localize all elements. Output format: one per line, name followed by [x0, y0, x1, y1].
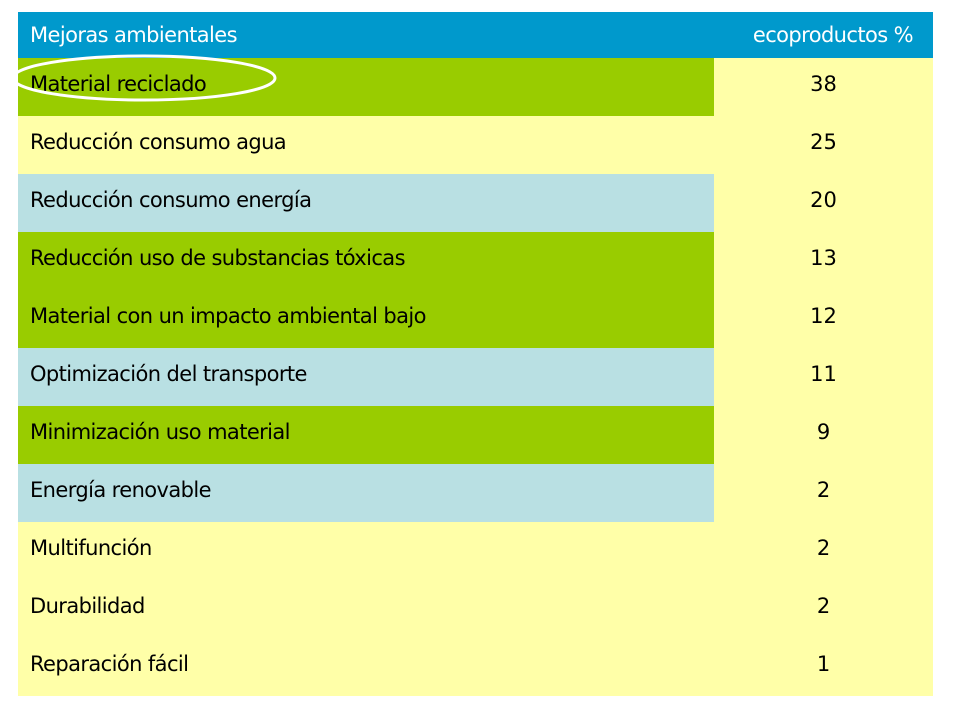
row-label-cell: Reparación fácil	[18, 638, 714, 696]
table-row: Multifunción 2	[18, 522, 933, 580]
table-row: Energía renovable 2	[18, 464, 933, 522]
row-value: 20	[810, 188, 837, 212]
table-row: Minimización uso material 9	[18, 406, 933, 464]
table-row: Reducción uso de substancias tóxicas 13	[18, 232, 933, 290]
row-label-cell: Reducción consumo agua	[18, 116, 714, 174]
row-value: 9	[816, 420, 831, 444]
row-value-cell: 9	[714, 406, 933, 464]
table-header: Mejoras ambientales ecoproductos %	[18, 12, 933, 58]
row-value-cell: 2	[714, 580, 933, 638]
row-label: Durabilidad	[30, 594, 145, 618]
table-row: Optimización del transporte 11	[18, 348, 933, 406]
row-value: 25	[810, 130, 837, 154]
row-label: Reparación fácil	[30, 652, 189, 676]
row-value: 38	[810, 72, 837, 96]
row-value: 2	[816, 594, 831, 618]
row-label: Material reciclado	[30, 72, 207, 96]
row-label: Reducción consumo agua	[30, 130, 287, 154]
row-value: 1	[816, 652, 831, 676]
row-label: Reducción consumo energía	[30, 188, 312, 212]
row-label-cell: Reducción consumo energía	[18, 174, 714, 232]
row-label: Energía renovable	[30, 478, 212, 502]
table-row: Material reciclado 38	[18, 58, 933, 116]
row-value: 2	[816, 478, 831, 502]
row-label-cell: Multifunción	[18, 522, 714, 580]
row-value-cell: 1	[714, 638, 933, 696]
row-label-cell: Durabilidad	[18, 580, 714, 638]
row-label-cell: Optimización del transporte	[18, 348, 714, 406]
row-label: Minimización uso material	[30, 420, 291, 444]
row-label-cell: Minimización uso material	[18, 406, 714, 464]
row-label-cell: Energía renovable	[18, 464, 714, 522]
row-value: 11	[810, 362, 837, 386]
row-value-cell: 38	[714, 58, 933, 116]
row-value: 12	[810, 304, 837, 328]
row-label: Optimización del transporte	[30, 362, 307, 386]
row-value-cell: 2	[714, 522, 933, 580]
row-value: 2	[816, 536, 831, 560]
row-label-cell: Material con un impacto ambiental bajo	[18, 290, 714, 348]
row-value-cell: 20	[714, 174, 933, 232]
row-label-cell: Material reciclado	[18, 58, 714, 116]
row-value-cell: 12	[714, 290, 933, 348]
row-label: Multifunción	[30, 536, 152, 560]
row-label-cell: Reducción uso de substancias tóxicas	[18, 232, 714, 290]
table-row: Material con un impacto ambiental bajo 12	[18, 290, 933, 348]
row-value: 13	[810, 246, 837, 270]
row-value-cell: 2	[714, 464, 933, 522]
table-row: Reparación fácil 1	[18, 638, 933, 696]
table-row: Reducción consumo energía 20	[18, 174, 933, 232]
row-value-cell: 25	[714, 116, 933, 174]
eco-improvements-table: Mejoras ambientales ecoproductos % Mater…	[18, 12, 933, 696]
table-row: Durabilidad 2	[18, 580, 933, 638]
header-improvements: Mejoras ambientales	[30, 23, 238, 47]
row-value-cell: 11	[714, 348, 933, 406]
row-label: Reducción uso de substancias tóxicas	[30, 246, 406, 270]
row-label: Material con un impacto ambiental bajo	[30, 304, 426, 328]
row-value-cell: 13	[714, 232, 933, 290]
table-row: Reducción consumo agua 25	[18, 116, 933, 174]
header-ecoproducts-percent: ecoproductos %	[752, 23, 914, 47]
